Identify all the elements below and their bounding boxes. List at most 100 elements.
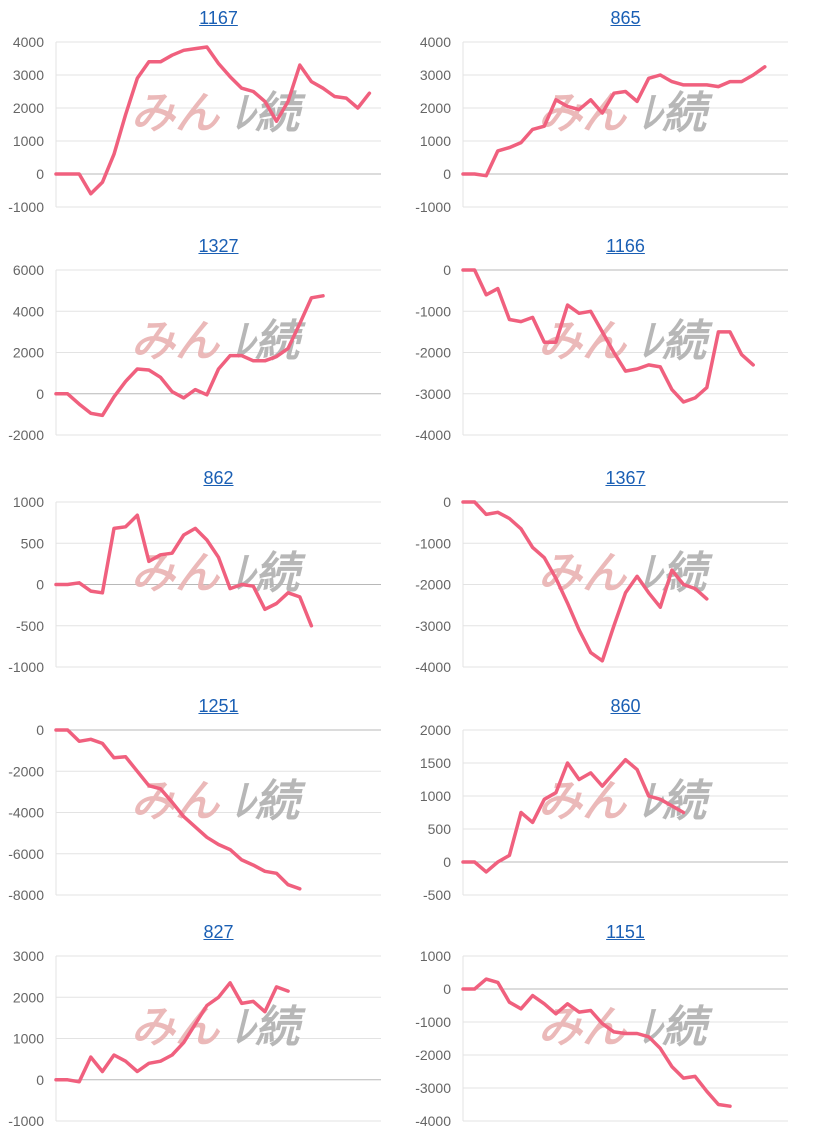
chart-title-link[interactable]: 860 xyxy=(610,696,641,716)
line-chart: 0 -1000 -2000 -3000 -4000 みん ﾚ続 xyxy=(415,494,788,675)
svg-text:ﾚ続: ﾚ続 xyxy=(230,776,309,827)
y-tick-label: 0 xyxy=(443,981,451,997)
y-tick-label: 0 xyxy=(443,854,451,870)
chart-title-link[interactable]: 862 xyxy=(203,468,234,488)
line-chart: 0 -2000 -4000 -6000 -8000 みん ﾚ続 xyxy=(8,722,381,903)
series-line xyxy=(54,513,314,628)
y-tick-label: -1000 xyxy=(8,1113,44,1129)
y-tick-label: 4000 xyxy=(13,34,44,50)
line-chart: 4000 3000 2000 1000 0 -1000 みん ﾚ続 xyxy=(415,34,788,215)
y-tick-label: -8000 xyxy=(8,887,44,903)
y-tick-label: 1000 xyxy=(13,494,44,510)
chart-panel-865: 4000 3000 2000 1000 0 -1000 みん ﾚ続 865 xyxy=(407,0,807,220)
series-line xyxy=(54,728,302,891)
watermark-logo: みん ﾚ続 xyxy=(535,316,716,367)
chart-title-link[interactable]: 1167 xyxy=(199,8,238,28)
y-tick-label: -2000 xyxy=(8,427,44,443)
svg-text:みん: みん xyxy=(128,316,229,367)
svg-text:みん: みん xyxy=(128,776,229,827)
svg-text:みん: みん xyxy=(535,88,636,139)
chart-panel-1166: 0 -1000 -2000 -3000 -4000 みん ﾚ続 1166 xyxy=(407,228,807,448)
y-tick-label: 1000 xyxy=(13,1031,44,1047)
y-tick-label: 2000 xyxy=(420,100,451,116)
svg-text:ﾚ続: ﾚ続 xyxy=(230,548,309,599)
line-chart: 3000 2000 1000 0 -1000 みん ﾚ続 xyxy=(8,948,381,1129)
svg-text:みん: みん xyxy=(128,1002,229,1053)
y-tick-label: -4000 xyxy=(8,805,44,821)
svg-text:ﾚ続: ﾚ続 xyxy=(230,1002,309,1053)
watermark-logo: みん ﾚ続 xyxy=(128,316,309,367)
chart-panel-827: 3000 2000 1000 0 -1000 みん ﾚ続 827 xyxy=(0,914,400,1134)
y-tick-label: -4000 xyxy=(415,427,451,443)
chart-title-link[interactable]: 865 xyxy=(610,8,641,28)
series-line xyxy=(54,294,325,418)
y-tick-label: -2000 xyxy=(415,1047,451,1063)
y-tick-label: 0 xyxy=(443,262,451,278)
chart-panel-1167: 4000 3000 2000 1000 0 -1000 みん ﾚ続 1167 xyxy=(0,0,400,220)
watermark-logo: みん ﾚ続 xyxy=(535,776,716,827)
y-tick-label: -1000 xyxy=(415,535,451,551)
watermark-logo: みん ﾚ続 xyxy=(128,1002,309,1053)
svg-text:ﾚ続: ﾚ続 xyxy=(637,1002,716,1053)
svg-text:みん: みん xyxy=(535,776,636,827)
y-tick-label: 0 xyxy=(443,166,451,182)
y-tick-label: 500 xyxy=(21,535,45,551)
line-chart: 0 -1000 -2000 -3000 -4000 みん ﾚ続 xyxy=(415,262,788,443)
series-line xyxy=(461,268,755,404)
y-tick-label: -500 xyxy=(423,887,451,903)
line-chart: 4000 3000 2000 1000 0 -1000 みん ﾚ続 xyxy=(8,34,381,215)
line-chart: 1000 500 0 -500 -1000 みん ﾚ続 xyxy=(8,494,381,675)
y-tick-label: 0 xyxy=(36,166,44,182)
y-tick-label: 2000 xyxy=(13,100,44,116)
y-tick-label: 3000 xyxy=(13,948,44,964)
y-tick-label: -3000 xyxy=(415,1080,451,1096)
y-tick-label: -6000 xyxy=(8,846,44,862)
line-chart: 6000 4000 2000 0 -2000 みん ﾚ続 xyxy=(8,262,381,443)
y-tick-label: 500 xyxy=(428,821,452,837)
svg-text:みん: みん xyxy=(128,88,229,139)
y-tick-label: -3000 xyxy=(415,618,451,634)
chart-title-link[interactable]: 1151 xyxy=(606,922,645,942)
chart-panel-1367: 0 -1000 -2000 -3000 -4000 みん ﾚ続 1367 xyxy=(407,460,807,680)
y-tick-label: -2000 xyxy=(8,763,44,779)
chart-panel-1251: 0 -2000 -4000 -6000 -8000 みん ﾚ続 1251 xyxy=(0,688,400,908)
series-line xyxy=(461,757,686,874)
y-tick-label: 6000 xyxy=(13,262,44,278)
y-tick-label: 1000 xyxy=(13,133,44,149)
watermark-logo: みん ﾚ続 xyxy=(128,776,309,827)
chart-title-link[interactable]: 1251 xyxy=(198,696,239,716)
y-tick-label: -1000 xyxy=(8,659,44,675)
y-tick-label: 2000 xyxy=(420,722,451,738)
watermark-logo: みん ﾚ続 xyxy=(535,548,716,599)
y-tick-label: 0 xyxy=(36,722,44,738)
y-tick-label: 4000 xyxy=(420,34,451,50)
chart-title-link[interactable]: 1367 xyxy=(605,468,646,488)
chart-panel-1327: 6000 4000 2000 0 -2000 みん ﾚ続 1327 xyxy=(0,228,400,448)
watermark-logo: みん ﾚ続 xyxy=(128,548,309,599)
y-tick-label: -4000 xyxy=(415,659,451,675)
series-line xyxy=(461,65,767,178)
series-line xyxy=(461,500,709,663)
y-tick-label: -4000 xyxy=(415,1113,451,1129)
y-tick-label: 1000 xyxy=(420,133,451,149)
series-line xyxy=(54,981,290,1084)
svg-text:みん: みん xyxy=(128,548,229,599)
svg-text:ﾚ続: ﾚ続 xyxy=(637,88,716,139)
chart-title-link[interactable]: 1166 xyxy=(606,236,645,256)
y-tick-label: 1000 xyxy=(420,788,451,804)
chart-panel-862: 1000 500 0 -500 -1000 みん ﾚ続 862 xyxy=(0,460,400,680)
chart-title-link[interactable]: 827 xyxy=(203,922,234,942)
chart-title-link[interactable]: 1327 xyxy=(198,236,239,256)
y-tick-label: 2000 xyxy=(13,345,44,361)
y-tick-label: -1000 xyxy=(8,199,44,215)
y-tick-label: -1000 xyxy=(415,199,451,215)
y-tick-label: 3000 xyxy=(420,67,451,83)
y-tick-label: 1000 xyxy=(420,948,451,964)
chart-panel-860: 2000 1500 1000 500 0 -500 みん ﾚ続 860 xyxy=(407,688,807,908)
line-chart: 2000 1500 1000 500 0 -500 みん ﾚ続 xyxy=(420,722,788,903)
y-tick-label: 0 xyxy=(443,494,451,510)
watermark-logo: みん ﾚ続 xyxy=(128,88,309,139)
y-tick-label: 2000 xyxy=(13,989,44,1005)
